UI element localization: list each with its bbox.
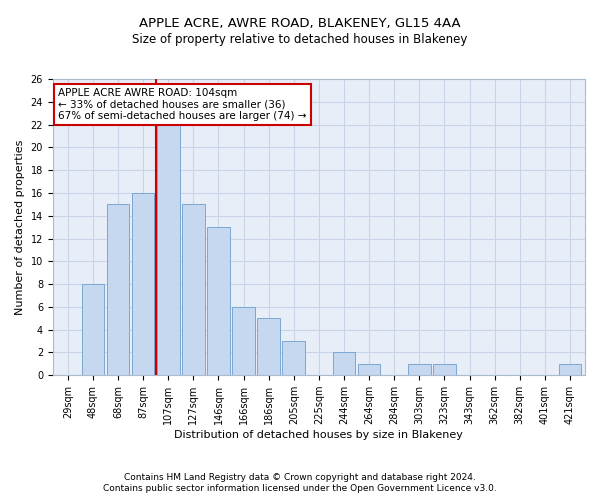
Bar — [232, 307, 255, 375]
Text: APPLE ACRE, AWRE ROAD, BLAKENEY, GL15 4AA: APPLE ACRE, AWRE ROAD, BLAKENEY, GL15 4A… — [139, 18, 461, 30]
Y-axis label: Number of detached properties: Number of detached properties — [15, 140, 25, 315]
Text: Size of property relative to detached houses in Blakeney: Size of property relative to detached ho… — [133, 32, 467, 46]
Bar — [257, 318, 280, 375]
Bar — [132, 193, 154, 375]
Bar — [559, 364, 581, 375]
Bar — [408, 364, 431, 375]
Bar — [107, 204, 130, 375]
Bar — [157, 124, 179, 375]
Bar — [332, 352, 355, 375]
Bar — [283, 341, 305, 375]
Bar — [207, 227, 230, 375]
Bar — [82, 284, 104, 375]
Bar — [433, 364, 456, 375]
X-axis label: Distribution of detached houses by size in Blakeney: Distribution of detached houses by size … — [175, 430, 463, 440]
Bar — [182, 204, 205, 375]
Text: APPLE ACRE AWRE ROAD: 104sqm
← 33% of detached houses are smaller (36)
67% of se: APPLE ACRE AWRE ROAD: 104sqm ← 33% of de… — [58, 88, 307, 121]
Text: Contains public sector information licensed under the Open Government Licence v3: Contains public sector information licen… — [103, 484, 497, 493]
Bar — [358, 364, 380, 375]
Text: Contains HM Land Registry data © Crown copyright and database right 2024.: Contains HM Land Registry data © Crown c… — [124, 472, 476, 482]
